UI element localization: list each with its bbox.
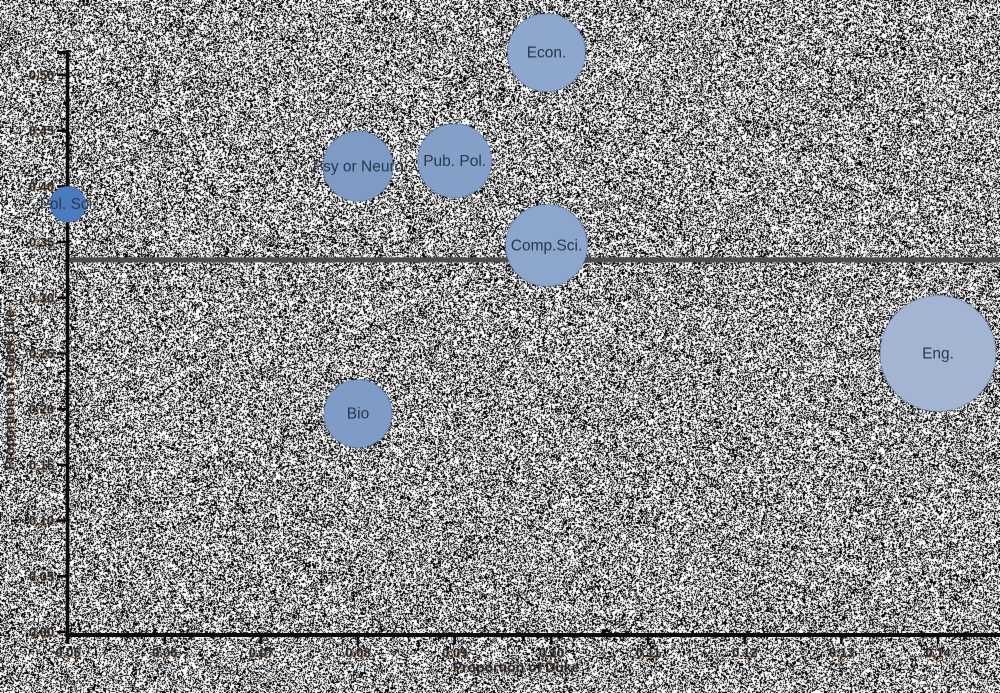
x-tick-label: 0.08 <box>345 645 370 660</box>
y-tick-label: 0.05 <box>29 569 54 584</box>
bubble-label-econ: Econ. <box>527 45 567 62</box>
y-tick-label: 0.25 <box>29 346 54 361</box>
bubble-label-comp-sci: Comp.Sci. <box>511 237 583 254</box>
x-tick-label: 0.07 <box>249 645 274 660</box>
bubble-label-psy-or-neuro: Psy or Neuro <box>313 158 403 175</box>
x-tick-label: 0.06 <box>152 645 177 660</box>
y-tick-label: 0.40 <box>29 179 54 194</box>
y-tick-label: 0.30 <box>29 290 54 305</box>
y-tick-label: 0.45 <box>29 123 54 138</box>
chart-canvas: 0.50 0.45 0.40 0.35 0.30 0.25 0.20 0.15 0.10 0.05… <box>0 0 1000 693</box>
bubble-labels-layer: Econ. Psy or Neuro Pub. Pol. Pol. Sci. Comp.… <box>40 45 954 423</box>
bubble-label-bio: Bio <box>347 406 369 423</box>
y-tick-label: 0.35 <box>29 235 54 250</box>
x-tick-label: 0.05 <box>55 645 80 660</box>
bubble-label-pub-pol: Pub. Pol. <box>423 153 486 170</box>
x-tick-label: 0.10 <box>539 645 564 660</box>
axes-layer <box>66 50 1000 641</box>
y-axis-title: Proportion in Greek Life <box>1 310 17 470</box>
y-tick-label: 0.15 <box>29 457 54 472</box>
x-tick-label: 0.14 <box>925 645 951 660</box>
x-tick-label: 0.11 <box>636 645 661 660</box>
bubble-label-pol-sci: Pol. Sci. <box>40 196 97 213</box>
x-tick-label: 0.12 <box>732 645 757 660</box>
y-tick-label: 0.10 <box>29 513 54 528</box>
x-axis-title: Proportion of Duke <box>453 659 580 675</box>
y-tick-label: 0.20 <box>29 402 54 417</box>
x-tick-label: 0.09 <box>442 645 467 660</box>
y-tick-label: 0.00 <box>29 625 54 640</box>
x-tick-label: 0.13 <box>829 645 854 660</box>
bubble-label-eng: Eng. <box>922 346 954 363</box>
y-tick-label: 0.50 <box>29 68 54 83</box>
bubble-chart: 0.50 0.45 0.40 0.35 0.30 0.25 0.20 0.15 0.10 0.05… <box>0 0 1000 693</box>
tick-marks-layer <box>57 53 938 645</box>
bubbles-layer <box>50 14 996 448</box>
